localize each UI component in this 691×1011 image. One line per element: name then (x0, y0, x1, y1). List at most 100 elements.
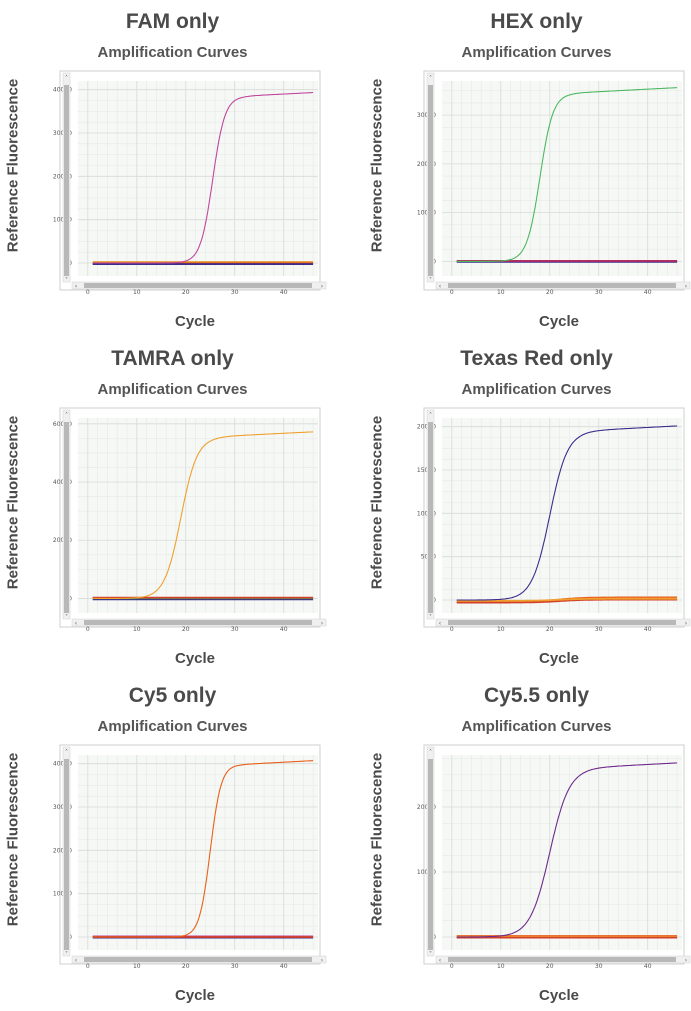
x-tick-label: 40 (280, 963, 288, 970)
plot-area (78, 81, 318, 276)
scroll-left-arrow-icon[interactable]: ‹ (439, 957, 441, 964)
scroll-up-arrow-icon[interactable]: ˄ (429, 75, 432, 82)
y-axis-label: Reference Fluorescence (368, 415, 386, 590)
series-line (456, 425, 678, 601)
scroll-right-arrow-icon[interactable]: › (321, 620, 323, 627)
y-tick-label: 10000 (417, 869, 436, 876)
y-tick-label: 60000 (53, 421, 72, 428)
x-tick-label: 30 (595, 289, 603, 296)
chart-panel: 0102030400200004000060000˄˅‹›TAMRA onlyA… (0, 337, 345, 674)
scroll-down-arrow-icon[interactable]: ˅ (65, 614, 68, 621)
y-tick-label: 10000 (53, 217, 72, 224)
series-line (456, 597, 678, 602)
x-tick-label: 40 (280, 626, 288, 633)
y-tick-label: 30000 (53, 130, 72, 137)
x-axis-label: Cycle (174, 650, 216, 667)
scroll-right-arrow-icon[interactable]: › (685, 283, 687, 290)
chart-subtitle: Amplification Curves (97, 718, 248, 735)
scroll-up-arrow-icon[interactable]: ˄ (429, 412, 432, 419)
x-tick-label: 40 (644, 626, 652, 633)
scroll-down-arrow-icon[interactable]: ˅ (429, 614, 432, 621)
x-tick-label: 0 (86, 289, 90, 296)
vertical-scrollbar-thumb[interactable] (64, 85, 69, 276)
amplification-chart: 0102030400100002000030000˄˅‹› (417, 70, 691, 296)
scroll-right-arrow-icon[interactable]: › (685, 957, 687, 964)
amplification-chart: 010203040010000200003000040000˄˅‹› (53, 744, 327, 970)
x-axis-label: Cycle (538, 650, 580, 667)
scroll-up-arrow-icon[interactable]: ˄ (429, 749, 432, 756)
scroll-right-arrow-icon[interactable]: › (685, 620, 687, 627)
chart-title: FAM only (125, 10, 220, 33)
y-tick-label: 20000 (417, 161, 436, 168)
scroll-down-arrow-icon[interactable]: ˅ (65, 277, 68, 284)
amplification-chart: 0102030400200004000060000˄˅‹› (53, 407, 327, 633)
chart-panel: 0102030400100002000030000˄˅‹›HEX onlyAmp… (364, 0, 691, 337)
x-tick-label: 0 (86, 963, 90, 970)
x-tick-label: 20 (182, 963, 190, 970)
chart-subtitle: Amplification Curves (97, 44, 248, 61)
vertical-scrollbar-thumb[interactable] (428, 422, 433, 613)
chart-panel: 010203040010000200003000040000˄˅‹›FAM on… (0, 0, 345, 337)
scroll-up-arrow-icon[interactable]: ˄ (65, 412, 68, 419)
x-tick-label: 0 (86, 626, 90, 633)
x-axis-label: Cycle (538, 313, 580, 330)
horizontal-scrollbar-thumb[interactable] (448, 620, 676, 625)
horizontal-scrollbar-thumb[interactable] (84, 957, 312, 962)
plot-area (442, 418, 682, 613)
scroll-right-arrow-icon[interactable]: › (321, 283, 323, 290)
x-tick-label: 10 (497, 963, 505, 970)
chart-subtitle: Amplification Curves (461, 44, 612, 61)
x-axis-label: Cycle (174, 313, 216, 330)
scroll-left-arrow-icon[interactable]: ‹ (439, 283, 441, 290)
scroll-left-arrow-icon[interactable]: ‹ (75, 283, 77, 290)
horizontal-scrollbar-thumb[interactable] (84, 620, 312, 625)
x-tick-label: 10 (133, 963, 141, 970)
series-line (92, 91, 314, 264)
scroll-up-arrow-icon[interactable]: ˄ (65, 75, 68, 82)
y-tick-label: 20000 (53, 537, 72, 544)
chart-subtitle: Amplification Curves (461, 718, 612, 735)
plot-area (78, 755, 318, 950)
vertical-scrollbar-thumb[interactable] (64, 422, 69, 613)
chart-panel: 010203040010000200003000040000˄˅‹›Cy5 on… (0, 674, 345, 1011)
x-tick-label: 0 (450, 626, 454, 633)
x-tick-label: 30 (231, 963, 239, 970)
series-line (456, 762, 678, 938)
horizontal-scrollbar-thumb[interactable] (448, 957, 676, 962)
scroll-up-arrow-icon[interactable]: ˄ (65, 749, 68, 756)
x-tick-label: 10 (133, 289, 141, 296)
y-axis-label: Reference Fluorescence (4, 752, 22, 927)
x-tick-label: 20 (546, 626, 554, 633)
x-tick-label: 20 (546, 289, 554, 296)
x-axis-label: Cycle (174, 987, 216, 1004)
vertical-scrollbar-thumb[interactable] (428, 759, 433, 950)
y-axis-label: Reference Fluorescence (4, 78, 22, 253)
y-axis-label: Reference Fluorescence (368, 78, 386, 253)
scroll-down-arrow-icon[interactable]: ˅ (429, 277, 432, 284)
scroll-right-arrow-icon[interactable]: › (321, 957, 323, 964)
x-tick-label: 40 (644, 289, 652, 296)
y-axis-label: Reference Fluorescence (4, 415, 22, 590)
scroll-left-arrow-icon[interactable]: ‹ (439, 620, 441, 627)
amplification-chart: 01020304005000100001500020000˄˅‹› (417, 407, 691, 633)
scroll-left-arrow-icon[interactable]: ‹ (75, 957, 77, 964)
scroll-left-arrow-icon[interactable]: ‹ (75, 620, 77, 627)
x-tick-label: 40 (644, 963, 652, 970)
scroll-down-arrow-icon[interactable]: ˅ (65, 951, 68, 958)
series-line (456, 87, 678, 262)
horizontal-scrollbar-thumb[interactable] (448, 283, 676, 288)
vertical-scrollbar-thumb[interactable] (428, 85, 433, 276)
x-tick-label: 10 (497, 289, 505, 296)
x-tick-label: 0 (450, 289, 454, 296)
y-tick-label: 20000 (53, 173, 72, 180)
x-tick-label: 30 (231, 626, 239, 633)
horizontal-scrollbar-thumb[interactable] (84, 283, 312, 288)
x-tick-label: 10 (497, 626, 505, 633)
amplification-chart: 010203040010000200003000040000˄˅‹› (53, 70, 327, 296)
vertical-scrollbar-thumb[interactable] (64, 759, 69, 950)
scroll-down-arrow-icon[interactable]: ˅ (429, 951, 432, 958)
chart-panel: 01020304005000100001500020000˄˅‹›Texas R… (364, 337, 691, 674)
y-tick-label: 40000 (53, 87, 72, 94)
plot-area (442, 755, 682, 950)
